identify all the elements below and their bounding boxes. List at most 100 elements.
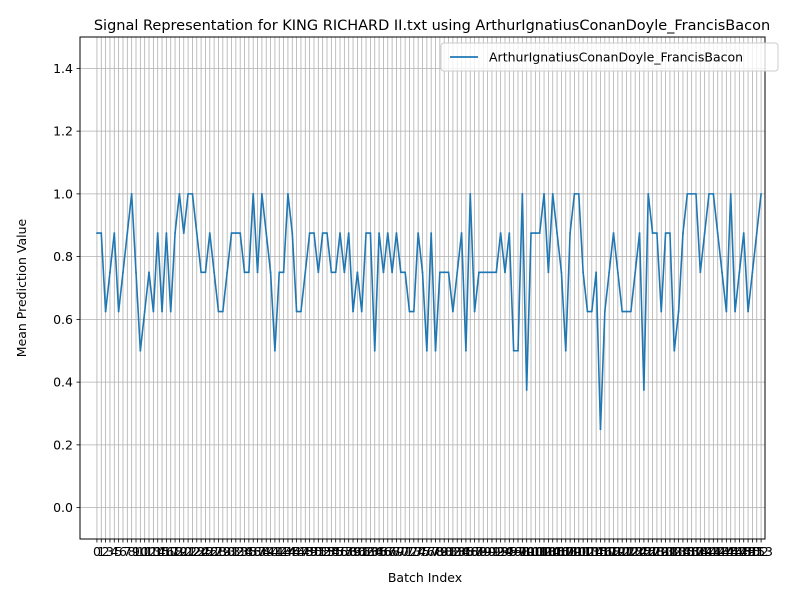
- data-point: [538, 232, 541, 234]
- x-tick-label: 95: [501, 544, 517, 559]
- x-tick-label: 96: [506, 544, 522, 559]
- data-point: [590, 310, 593, 313]
- data-point: [343, 271, 346, 274]
- data-point: [221, 310, 224, 313]
- x-tick-label: 44: [280, 544, 296, 559]
- data-point: [760, 192, 762, 195]
- data-point: [651, 232, 654, 234]
- x-tick-label: 93: [493, 544, 509, 559]
- data-point: [117, 310, 120, 313]
- x-tick-label: 40: [263, 544, 279, 559]
- data-point: [534, 232, 537, 234]
- data-point: [243, 271, 246, 274]
- x-tick-label: 49: [302, 544, 318, 559]
- data-point: [104, 310, 107, 313]
- data-point: [217, 310, 220, 313]
- data-point: [378, 232, 380, 234]
- data-point: [287, 192, 289, 195]
- x-tick-label: 47: [293, 544, 309, 559]
- x-tick-label: 121: [610, 544, 634, 559]
- x-tick-label: 101: [523, 544, 547, 559]
- x-tick-label: 33: [232, 544, 248, 559]
- data-point: [113, 232, 116, 234]
- data-point: [586, 310, 589, 313]
- data-point: [174, 232, 176, 234]
- data-point: [365, 232, 367, 234]
- data-point: [282, 271, 285, 274]
- data-point: [408, 310, 411, 313]
- data-point: [178, 192, 181, 195]
- x-tick-label: 97: [510, 544, 526, 559]
- x-tick-label: 24: [193, 544, 209, 559]
- data-point: [182, 232, 185, 234]
- x-tick-label: 6: [119, 544, 127, 559]
- x-tick-label: 151: [740, 544, 764, 559]
- data-point: [608, 271, 611, 274]
- data-point: [708, 192, 710, 195]
- y-tick-label: 0.4: [53, 375, 73, 390]
- x-axis-label: Batch Index: [388, 570, 462, 585]
- x-tick-label: 90: [480, 544, 496, 559]
- x-tick-label: 53: [319, 544, 335, 559]
- x-tick-label: 31: [224, 544, 240, 559]
- data-point: [716, 232, 719, 234]
- data-point: [135, 271, 137, 274]
- x-tick-label: 5: [115, 544, 123, 559]
- data-point: [703, 232, 706, 234]
- data-point: [326, 232, 328, 234]
- data-point: [486, 271, 489, 274]
- data-point: [647, 192, 650, 195]
- x-tick-label: 89: [475, 544, 491, 559]
- x-tick-label: 135: [671, 544, 695, 559]
- data-point: [386, 232, 389, 234]
- x-tick-label: 131: [654, 544, 678, 559]
- data-point: [634, 271, 637, 274]
- x-tick-label: 125: [628, 544, 652, 559]
- data-point: [755, 232, 758, 234]
- data-point: [447, 271, 450, 274]
- x-tick-label: 63: [362, 544, 378, 559]
- x-tick-label: 58: [341, 544, 357, 559]
- x-gridlines: [96, 37, 762, 539]
- x-tick-label: 35: [241, 544, 257, 559]
- x-axis-ticks: 0123456789101112131415161718192021222324…: [93, 539, 773, 559]
- x-tick-label: 22: [184, 544, 200, 559]
- x-tick-label: 79: [432, 544, 448, 559]
- data-point: [629, 310, 632, 313]
- x-tick-label: 34: [237, 544, 253, 559]
- x-tick-label: 127: [636, 544, 660, 559]
- x-tick-label: 25: [197, 544, 213, 559]
- x-tick-label: 98: [514, 544, 530, 559]
- x-tick-label: 21: [180, 544, 196, 559]
- x-tick-label: 138: [684, 544, 708, 559]
- data-point: [569, 232, 571, 234]
- data-point: [356, 271, 359, 274]
- x-tick-label: 100: [519, 544, 543, 559]
- x-tick-label: 146: [719, 544, 743, 559]
- data-point: [300, 310, 302, 313]
- x-tick-label: 75: [415, 544, 431, 559]
- x-tick-label: 104: [536, 544, 560, 559]
- data-point: [148, 271, 150, 274]
- x-tick-label: 57: [336, 544, 352, 559]
- data-point: [395, 232, 398, 234]
- x-tick-label: 119: [602, 544, 626, 559]
- x-tick-label: 147: [723, 544, 747, 559]
- x-tick-label: 17: [163, 544, 179, 559]
- data-point: [699, 271, 702, 274]
- x-tick-label: 122: [615, 544, 639, 559]
- y-gridlines: [80, 67, 765, 509]
- x-tick-label: 87: [467, 544, 483, 559]
- data-point: [369, 232, 372, 234]
- x-tick-label: 78: [428, 544, 444, 559]
- data-point: [226, 271, 229, 274]
- x-tick-label: 20: [176, 544, 192, 559]
- x-tick-label: 86: [462, 544, 478, 559]
- x-tick-label: 56: [332, 544, 348, 559]
- data-point: [252, 192, 255, 195]
- data-point: [412, 310, 415, 313]
- x-tick-label: 60: [349, 544, 365, 559]
- data-point: [729, 192, 732, 195]
- data-point: [278, 271, 281, 274]
- x-tick-label: 102: [528, 544, 552, 559]
